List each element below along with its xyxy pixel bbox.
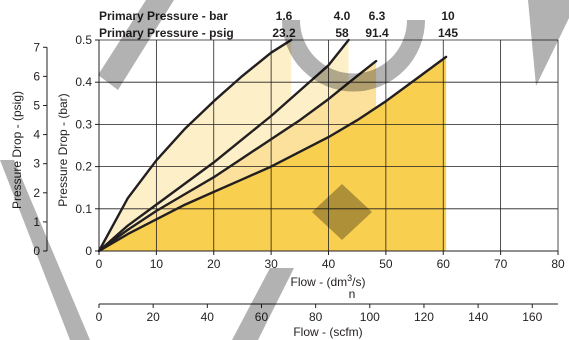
x2-tick-label: 0 <box>96 310 103 324</box>
header-bar-value: 10 <box>441 9 455 23</box>
y2-tick-label: 7 <box>33 40 40 54</box>
y-tick-label: 0.5 <box>75 33 92 47</box>
header-bar-value: 6.3 <box>369 9 386 23</box>
x2-tick-label: 160 <box>522 310 542 324</box>
x-tick-label: 60 <box>437 257 451 271</box>
x2-tick-label: 140 <box>468 310 488 324</box>
y-axis-label: Pressure Drop - (bar) <box>56 93 70 206</box>
watermark-diamond <box>312 184 372 240</box>
y2-tick-label: 1 <box>33 215 40 229</box>
x2-tick-label: 20 <box>146 310 160 324</box>
y2-tick-label: 3 <box>33 157 40 171</box>
y2-tick-label: 5 <box>33 98 40 112</box>
y2-tick-label: 4 <box>33 128 40 142</box>
header-psig-value: 58 <box>335 26 349 40</box>
header-bar-value: 4.0 <box>334 9 351 23</box>
shade-region-4 <box>99 40 447 251</box>
y-tick-label: 0 <box>85 244 92 258</box>
shaded-regions <box>99 40 447 251</box>
x-axis-label: Flow - (dm3/s) <box>290 273 365 289</box>
y-tick-label: 0.3 <box>75 117 92 131</box>
x2-tick-label: 60 <box>255 310 269 324</box>
watermark-stroke-left <box>0 160 90 340</box>
header-psig-value: 91.4 <box>365 26 389 40</box>
header-psig-value: 23.2 <box>272 26 296 40</box>
x2-tick-label: 100 <box>360 310 380 324</box>
axes: 0 10 20 30 40 50 60 70 8000.10.20.30.40.50123456… <box>33 33 565 324</box>
x-tick-label: 80 <box>551 257 565 271</box>
x-tick-label: 0 <box>96 257 103 271</box>
y-tick-label: 0.1 <box>75 202 92 216</box>
pressure-curve-2 <box>97 38 350 253</box>
header-psig-value: 145 <box>438 26 458 40</box>
x2-tick-label: 80 <box>309 310 323 324</box>
y-tick-label: 0.4 <box>75 75 92 89</box>
x-tick-label: 20 <box>207 257 221 271</box>
x-tick-label: 40 <box>322 257 336 271</box>
x-tick-label: 10 <box>150 257 164 271</box>
pressure-curve-3 <box>97 59 378 253</box>
y2-tick-label: 6 <box>33 69 40 83</box>
y2-tick-label: 0 <box>33 244 40 258</box>
pressure-curve-4 <box>97 55 448 253</box>
header-psig-label: Primary Pressure - psig <box>99 26 234 40</box>
x2-tick-label: 40 <box>201 310 215 324</box>
watermark-stroke-bottom <box>232 268 294 340</box>
y2-axis-label: Pressure Drop - (psig) <box>10 91 24 209</box>
y-tick-label: 0.2 <box>75 160 92 174</box>
x-axis-subscript: n <box>349 287 356 301</box>
header-values: 1.6 23.2 4.0 58 6.3 91.4 10 145 <box>272 9 458 40</box>
x2-axis-label: Flow - (scfm) <box>293 325 362 339</box>
watermark-stroke-top <box>98 0 174 90</box>
header-bar-label: Primary Pressure - bar <box>99 9 228 23</box>
header-bar-value: 1.6 <box>276 9 293 23</box>
pressure-curve-1 <box>97 38 293 253</box>
x-tick-label: 70 <box>494 257 508 271</box>
watermark-arc <box>282 19 425 92</box>
watermark-stroke-right <box>528 0 569 86</box>
y2-tick-label: 2 <box>33 186 40 200</box>
x-tick-label: 50 <box>379 257 393 271</box>
pressure-curves <box>97 38 448 253</box>
x2-tick-label: 120 <box>414 310 434 324</box>
x-tick-label: 30 <box>264 257 278 271</box>
